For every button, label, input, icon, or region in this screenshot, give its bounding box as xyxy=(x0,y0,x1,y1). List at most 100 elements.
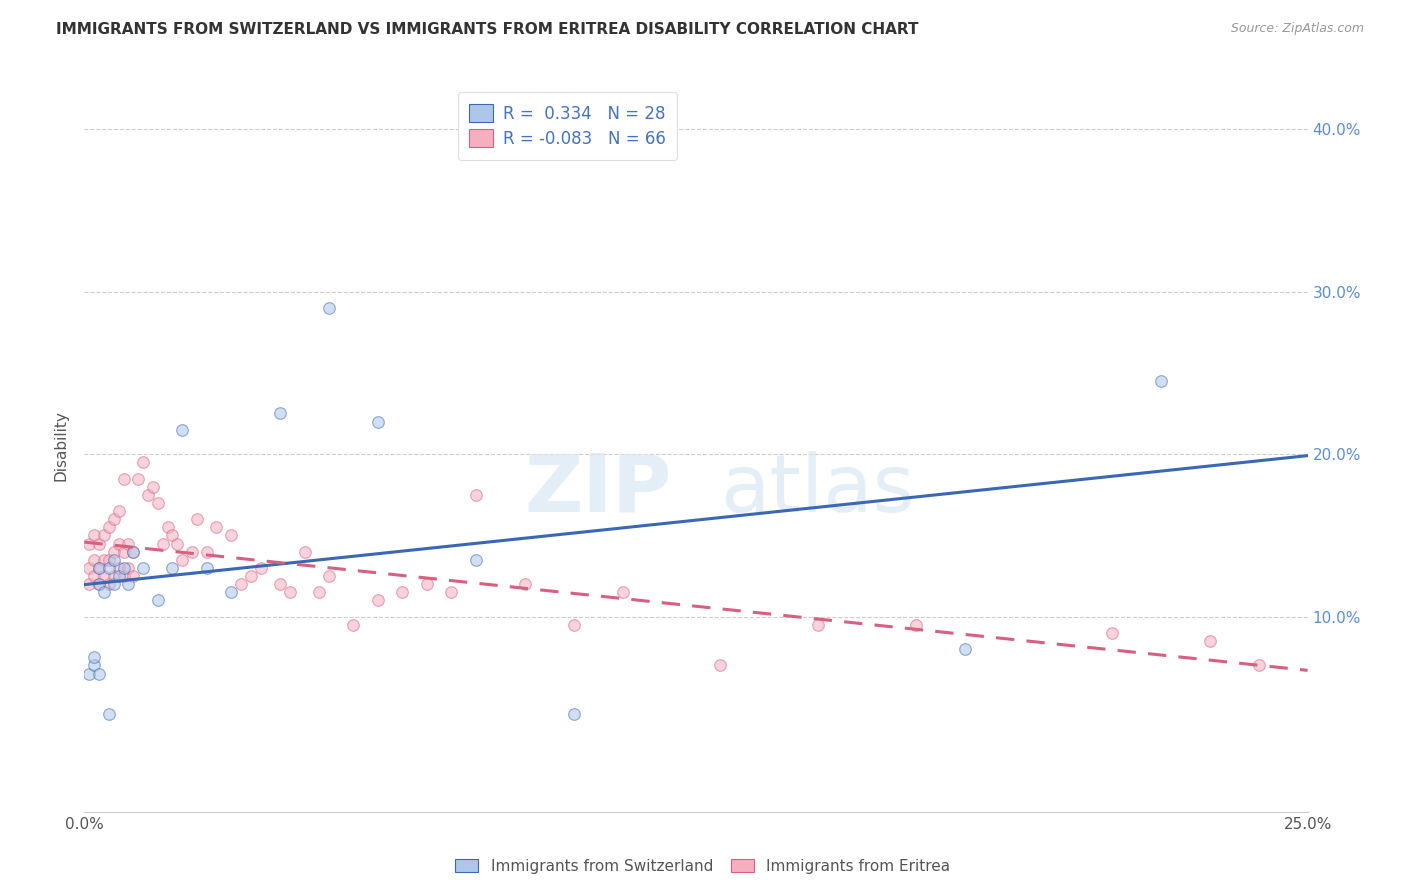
Point xyxy=(122,544,145,558)
Point xyxy=(107,536,129,550)
Point xyxy=(166,536,188,550)
Point xyxy=(249,561,271,575)
Point xyxy=(440,585,463,599)
Point xyxy=(269,407,291,421)
Point xyxy=(112,569,135,583)
Point xyxy=(97,707,120,722)
Point xyxy=(107,569,129,583)
Point xyxy=(219,528,242,542)
Point xyxy=(156,520,179,534)
Point xyxy=(953,642,976,657)
Point xyxy=(294,544,316,558)
Point xyxy=(87,536,110,550)
Point xyxy=(122,544,145,558)
Point xyxy=(186,512,208,526)
Point xyxy=(905,617,928,632)
Point xyxy=(162,561,184,575)
Point xyxy=(77,536,100,550)
Point xyxy=(93,569,115,583)
Point xyxy=(97,553,120,567)
Legend: Immigrants from Switzerland, Immigrants from Eritrea: Immigrants from Switzerland, Immigrants … xyxy=(450,853,956,880)
Point xyxy=(87,577,110,591)
Point xyxy=(146,496,169,510)
Point xyxy=(112,471,135,485)
Point xyxy=(464,553,486,567)
Point xyxy=(97,520,120,534)
Point xyxy=(195,544,218,558)
Point xyxy=(172,423,194,437)
Text: atlas: atlas xyxy=(720,450,915,529)
Point xyxy=(278,585,301,599)
Point xyxy=(709,658,731,673)
Point xyxy=(127,471,149,485)
Point xyxy=(132,455,155,469)
Point xyxy=(112,561,135,575)
Point xyxy=(1150,374,1173,388)
Point xyxy=(87,577,110,591)
Point xyxy=(562,707,585,722)
Point xyxy=(318,569,340,583)
Point xyxy=(103,577,125,591)
Point xyxy=(1101,626,1123,640)
Point xyxy=(219,585,242,599)
Point xyxy=(416,577,439,591)
Point xyxy=(146,593,169,607)
Point xyxy=(562,617,585,632)
Point xyxy=(93,528,115,542)
Point xyxy=(87,666,110,681)
Point xyxy=(142,480,165,494)
Point xyxy=(83,569,105,583)
Point xyxy=(103,512,125,526)
Point xyxy=(103,544,125,558)
Point xyxy=(107,561,129,575)
Point xyxy=(612,585,634,599)
Point xyxy=(117,561,139,575)
Point xyxy=(83,658,105,673)
Point xyxy=(181,544,204,558)
Point xyxy=(807,617,830,632)
Point xyxy=(132,561,155,575)
Text: Source: ZipAtlas.com: Source: ZipAtlas.com xyxy=(1230,22,1364,36)
Point xyxy=(83,553,105,567)
Text: ZIP: ZIP xyxy=(524,450,672,529)
Point xyxy=(117,577,139,591)
Point xyxy=(464,488,486,502)
Point xyxy=(122,569,145,583)
Point xyxy=(77,561,100,575)
Point xyxy=(83,650,105,665)
Point xyxy=(195,561,218,575)
Point xyxy=(87,561,110,575)
Point xyxy=(136,488,159,502)
Point xyxy=(239,569,262,583)
Point xyxy=(103,553,125,567)
Point xyxy=(162,528,184,542)
Point xyxy=(117,536,139,550)
Legend: R =  0.334   N = 28, R = -0.083   N = 66: R = 0.334 N = 28, R = -0.083 N = 66 xyxy=(458,92,678,160)
Point xyxy=(391,585,413,599)
Point xyxy=(93,585,115,599)
Point xyxy=(172,553,194,567)
Point xyxy=(87,561,110,575)
Point xyxy=(103,569,125,583)
Point xyxy=(112,544,135,558)
Point xyxy=(97,561,120,575)
Point xyxy=(77,577,100,591)
Text: IMMIGRANTS FROM SWITZERLAND VS IMMIGRANTS FROM ERITREA DISABILITY CORRELATION CH: IMMIGRANTS FROM SWITZERLAND VS IMMIGRANT… xyxy=(56,22,918,37)
Point xyxy=(367,593,389,607)
Point xyxy=(513,577,536,591)
Point xyxy=(269,577,291,591)
Point xyxy=(205,520,228,534)
Point xyxy=(83,528,105,542)
Y-axis label: Disability: Disability xyxy=(53,410,69,482)
Point xyxy=(342,617,364,632)
Point xyxy=(152,536,174,550)
Point xyxy=(1247,658,1270,673)
Point xyxy=(229,577,252,591)
Point xyxy=(97,577,120,591)
Point xyxy=(318,301,340,315)
Point xyxy=(93,553,115,567)
Point xyxy=(308,585,330,599)
Point xyxy=(77,666,100,681)
Point xyxy=(367,415,389,429)
Point xyxy=(1198,634,1220,648)
